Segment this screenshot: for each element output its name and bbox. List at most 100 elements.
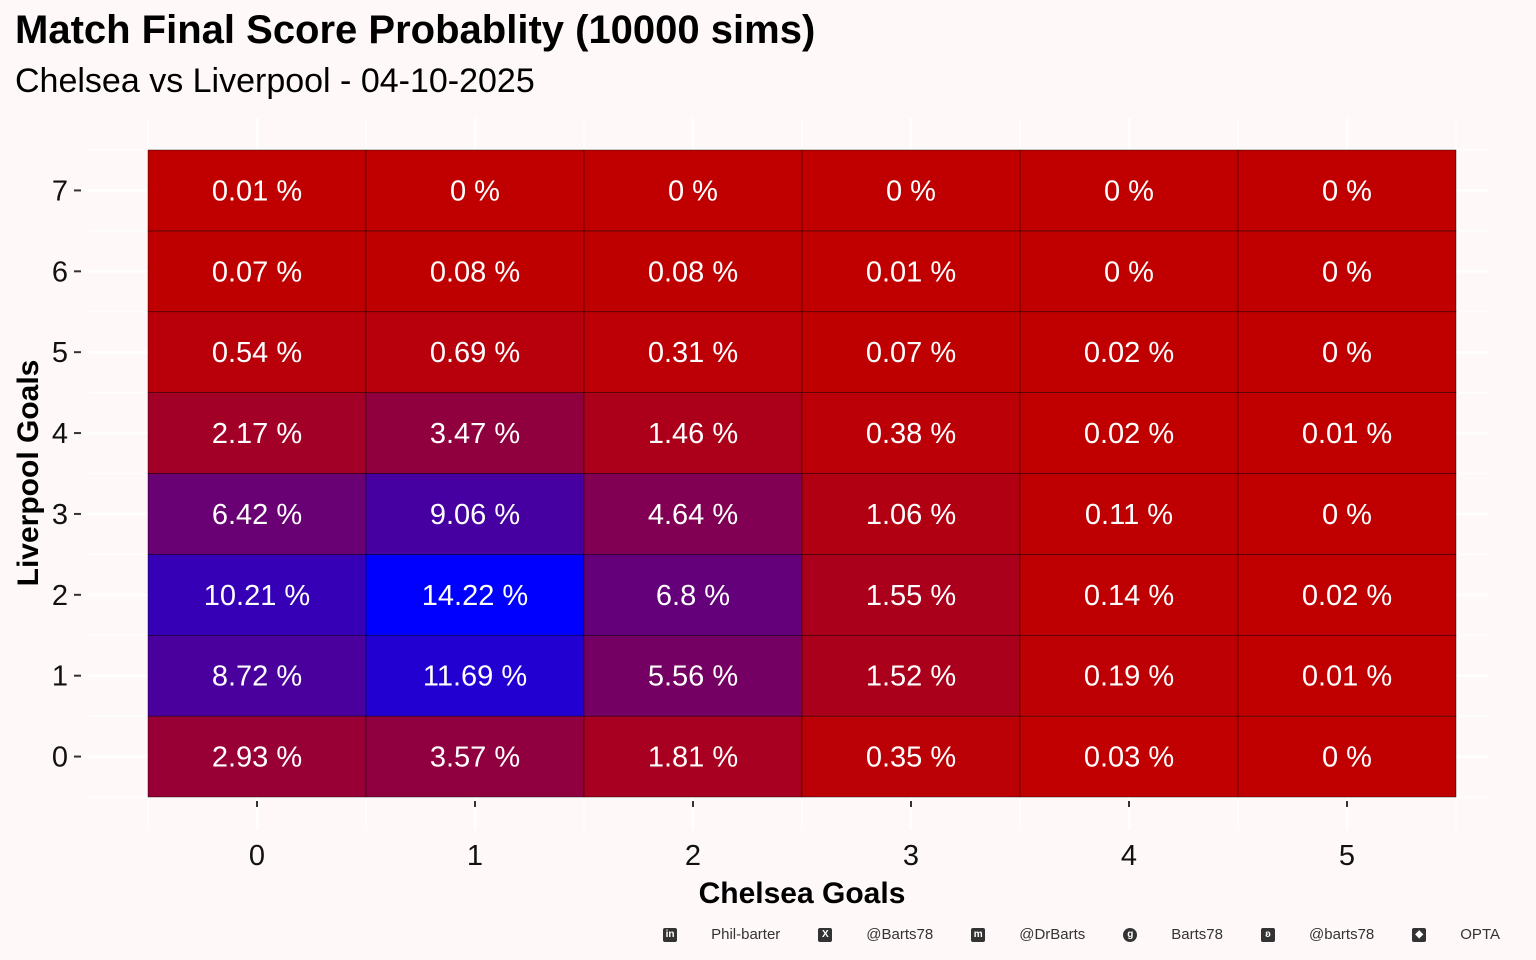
heatmap-cell [801, 554, 1021, 636]
heatmap-cell [1237, 715, 1457, 798]
heatmap-cell [583, 473, 803, 555]
heatmap-cell [1237, 392, 1457, 474]
heatmap-cell [365, 715, 585, 798]
heatmap-cell [1019, 149, 1239, 232]
heatmap-cell [1237, 230, 1457, 313]
cell-label: 0 % [1104, 175, 1154, 207]
heatmap-cell [147, 554, 367, 636]
mastodon-icon: m [971, 927, 986, 942]
cell-label: 0.01 % [1302, 661, 1392, 693]
heatmap-cell [365, 230, 585, 313]
x-tick-label: 0 [249, 840, 265, 872]
heatmap-cell [801, 149, 1021, 232]
heatmap-cell [147, 473, 367, 555]
cell-label: 9.06 % [430, 499, 520, 531]
heatmap-cell [365, 554, 585, 636]
bluesky-icon: ʚ [1261, 927, 1275, 942]
cell-label: 14.22 % [422, 580, 528, 612]
heatmap-cell [1237, 473, 1457, 555]
y-axis-title: Liverpool Goals [12, 360, 45, 587]
heatmap-cell [1019, 715, 1239, 798]
heatmap-cell [801, 715, 1021, 798]
heatmap-cell [801, 311, 1021, 393]
cell-label: 0 % [1322, 742, 1372, 774]
x-axis-title: Chelsea Goals [699, 877, 906, 910]
cell-label: 8.72 % [212, 661, 302, 693]
heatmap-cell [147, 634, 367, 717]
cell-label: 0 % [1322, 175, 1372, 207]
x-icon: X [818, 927, 833, 942]
heatmap-cell [147, 311, 367, 393]
x-tick-label: 1 [467, 840, 483, 872]
cell-label: 0.38 % [866, 418, 956, 450]
github-icon: g [1123, 927, 1138, 942]
heatmap-cell [583, 311, 803, 393]
y-tick-label: 0 [52, 742, 68, 774]
cell-label: 0.08 % [648, 256, 738, 288]
x-tick-label: 3 [903, 840, 919, 872]
heatmap-cell [583, 554, 803, 636]
heatmap-cell [801, 392, 1021, 474]
cell-label: 0 % [1322, 499, 1372, 531]
cell-label: 4.64 % [648, 499, 738, 531]
cell-label: 0.02 % [1084, 418, 1174, 450]
heatmap-cell [1237, 149, 1457, 232]
cell-label: 0.08 % [430, 256, 520, 288]
cell-label: 6.8 % [656, 580, 730, 612]
caption-text: Barts78 [1171, 926, 1223, 943]
cell-label: 0.19 % [1084, 661, 1174, 693]
cell-label: 1.46 % [648, 418, 738, 450]
dropbox-icon: ◆ [1412, 927, 1427, 942]
heatmap-cell [1019, 311, 1239, 393]
caption-text: @Barts78 [866, 926, 934, 943]
cell-label: 1.55 % [866, 580, 956, 612]
x-tick-label: 2 [685, 840, 701, 872]
cell-label: 0 % [1104, 256, 1154, 288]
x-tick-label: 4 [1121, 840, 1137, 872]
heatmap-cell [365, 311, 585, 393]
cell-label: 1.81 % [648, 742, 738, 774]
cell-label: 0 % [886, 175, 936, 207]
heatmap-cell [147, 715, 367, 798]
cell-label: 0.14 % [1084, 580, 1174, 612]
cell-label: 0 % [668, 175, 718, 207]
cell-label: 3.47 % [430, 418, 520, 450]
heatmap-cell [801, 634, 1021, 717]
y-tick-label: 2 [52, 580, 68, 612]
cell-label: 0.35 % [866, 742, 956, 774]
cell-label: 0.07 % [866, 337, 956, 369]
cell-label: 0.31 % [648, 337, 738, 369]
cell-label: 0 % [1322, 256, 1372, 288]
cell-label: 0.54 % [212, 337, 302, 369]
caption-text: OPTA [1460, 926, 1500, 943]
cell-label: 0.01 % [212, 175, 302, 207]
cell-label: 10.21 % [204, 580, 310, 612]
cell-label: 0.03 % [1084, 742, 1174, 774]
cell-label: 1.52 % [866, 661, 956, 693]
heatmap-cell [801, 473, 1021, 555]
heatmap-cell [1237, 634, 1457, 717]
heatmap-cell [583, 715, 803, 798]
heatmap-cell [1019, 392, 1239, 474]
y-tick-label: 7 [52, 175, 68, 207]
heatmap-cell [1019, 554, 1239, 636]
heatmap-cell [1237, 311, 1457, 393]
heatmap-cell [1019, 634, 1239, 717]
cell-label: 1.06 % [866, 499, 956, 531]
cell-label: 0.02 % [1302, 580, 1392, 612]
cell-label: 0.07 % [212, 256, 302, 288]
chart-title: Match Final Score Probablity (10000 sims… [15, 8, 816, 52]
heatmap-cell [147, 149, 367, 232]
cell-label: 0.01 % [866, 256, 956, 288]
caption: in Phil-barter X @Barts78 m @DrBarts g Barts… [663, 926, 1500, 943]
cell-label: 11.69 % [423, 661, 527, 693]
heatmap-cell [583, 230, 803, 313]
cell-label: 0.11 % [1085, 499, 1173, 531]
caption-text: @DrBarts [1019, 926, 1086, 943]
y-tick-label: 3 [52, 499, 68, 531]
y-tick-label: 4 [52, 418, 68, 450]
cell-label: 2.93 % [212, 742, 302, 774]
heatmap-cell [1019, 473, 1239, 555]
y-tick-label: 1 [52, 661, 68, 693]
heatmap-cell [1237, 554, 1457, 636]
